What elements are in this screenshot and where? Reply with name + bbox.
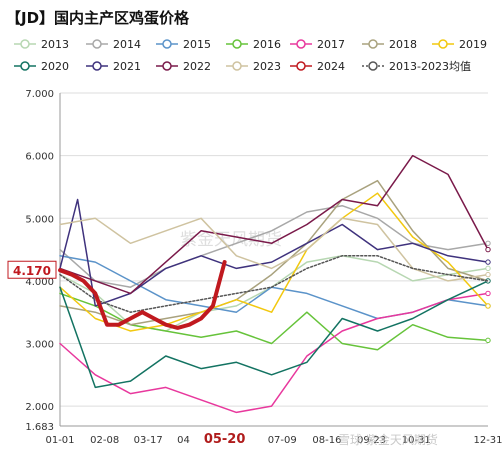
- x-tick-label: 04: [177, 435, 190, 446]
- current-value-label: 4.170: [13, 264, 51, 278]
- current-value-box: [7, 260, 57, 279]
- series-line-2020: [59, 280, 489, 389]
- x-tick-label: 02-08: [90, 435, 119, 446]
- legend-marker: [92, 61, 102, 71]
- legend-label: 2015: [183, 38, 211, 51]
- legend-marker: [368, 39, 378, 49]
- watermark: 雪球 紫金天风期货: [338, 432, 438, 447]
- legend-marker: [296, 61, 306, 71]
- legend-label: 2022: [183, 60, 211, 73]
- x-tick-label: 07-09: [268, 435, 297, 446]
- legend-marker: [162, 39, 172, 49]
- series-end-marker: [485, 271, 491, 278]
- series-line-2017: [59, 292, 489, 414]
- legend-label: 2017: [317, 38, 345, 51]
- series-line-2022: [59, 154, 489, 295]
- x-tick-label: 01-01: [45, 435, 74, 446]
- series-line-2019: [59, 192, 489, 332]
- x-tick-label: 12-31: [473, 435, 502, 446]
- legend-marker: [20, 61, 30, 71]
- x-tick-label: 10-31: [402, 435, 431, 446]
- series-line-2018: [59, 179, 489, 326]
- legend-label: 2020: [41, 60, 69, 73]
- series-end-marker: [485, 259, 491, 265]
- legend-marker: [232, 61, 242, 71]
- legend-label: 2014: [113, 38, 141, 51]
- legend-label: 2018: [389, 38, 417, 51]
- x-tick-label: 08-16: [312, 435, 341, 446]
- legend-marker: [368, 61, 378, 71]
- series-end-marker: [485, 240, 491, 247]
- legend-label: 2024: [317, 60, 345, 73]
- legend-label: 2021: [113, 60, 141, 73]
- series-end-marker: [485, 303, 491, 309]
- y-tick-label: 7.000: [25, 89, 54, 100]
- legend-marker: [20, 39, 30, 49]
- series-line-2021: [59, 198, 489, 307]
- legend-marker: [92, 39, 102, 49]
- series-end-marker: [485, 337, 491, 344]
- legend-marker: [296, 39, 306, 49]
- y-tick-label: 4.000: [25, 277, 54, 288]
- series-end-marker: [485, 290, 491, 297]
- x-tick-label: 03-17: [134, 435, 163, 446]
- legend-label: 2013-2023均值: [389, 60, 471, 73]
- series-line-2024: [58, 260, 227, 330]
- legend-label: 2023: [253, 60, 281, 73]
- y-tick-label: 1.683: [25, 422, 54, 433]
- y-tick-label: 6.000: [25, 152, 54, 163]
- series-line-2013-2023均值: [59, 255, 489, 313]
- x-tick-label-current: 05-20: [204, 432, 246, 447]
- x-tick-label: 09-23: [357, 435, 386, 446]
- legend-label: 2019: [459, 38, 487, 51]
- legend-label: 2016: [253, 38, 281, 51]
- y-tick-label: 3.000: [25, 340, 54, 351]
- y-tick-label: 2.000: [25, 402, 54, 413]
- legend-label: 2013: [41, 38, 69, 51]
- watermark: 紫金天风期货: [180, 230, 282, 250]
- y-tick-label: 5.000: [25, 214, 54, 225]
- series-end-marker: [485, 246, 491, 253]
- legend-marker: [438, 39, 448, 49]
- legend-marker: [232, 39, 242, 49]
- chart-title: 【JD】国内主产区鸡蛋价格: [6, 9, 190, 27]
- legend-marker: [162, 61, 172, 71]
- series-end-marker: [485, 265, 491, 272]
